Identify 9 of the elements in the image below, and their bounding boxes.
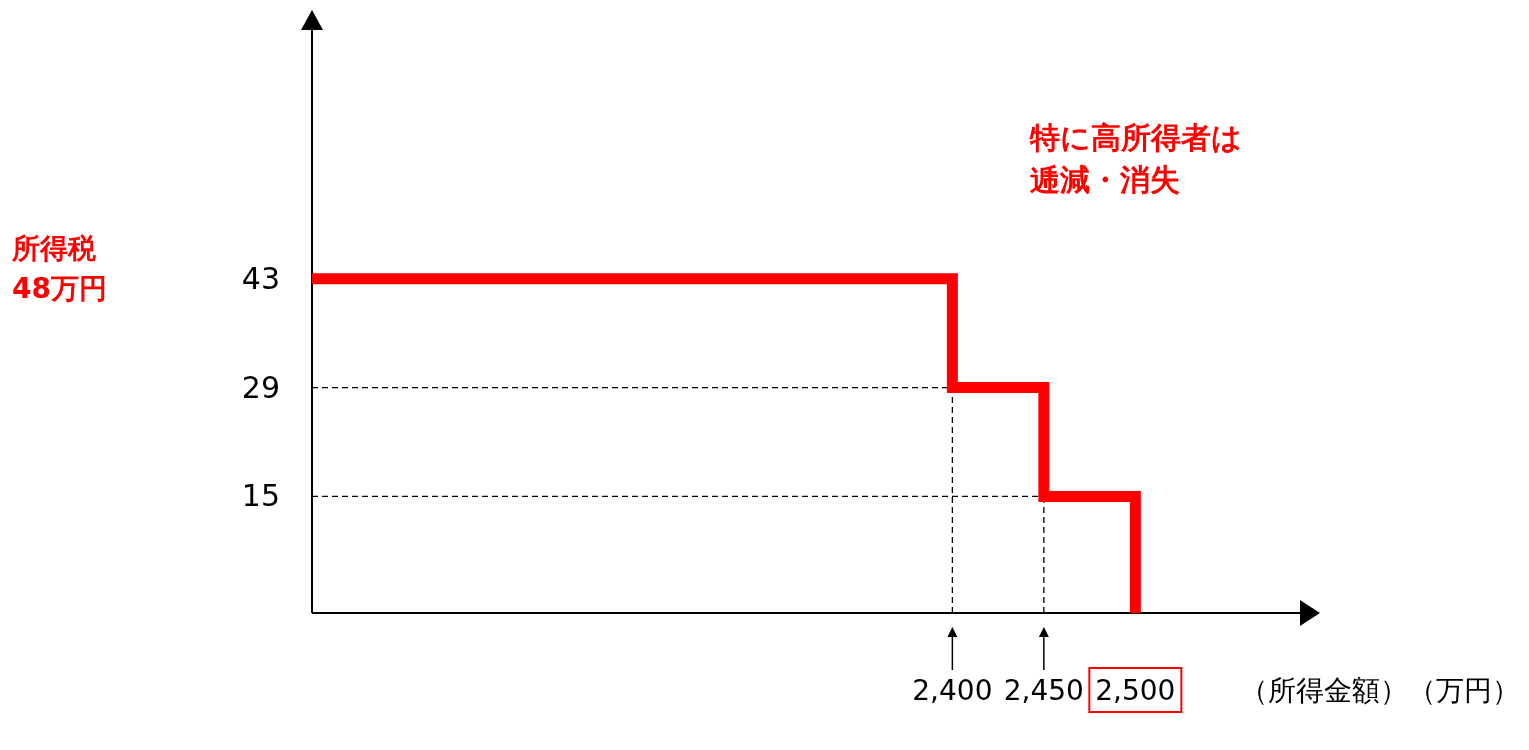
x-tick-label: 2,450 (1003, 674, 1084, 707)
y-tick-label: 43 (241, 260, 280, 296)
x-tick-label: 2,400 (912, 674, 993, 707)
x-axis-title: （所得金額）（万円） (1240, 674, 1520, 707)
y-tick-label: 15 (241, 478, 280, 514)
x-tick-label: 2,500 (1095, 674, 1176, 707)
annotation: 特に高所得者は逓減・消失 (1029, 120, 1242, 197)
y-axis-title: 所得税48万円 (11, 232, 107, 305)
y-tick-label: 29 (241, 369, 280, 405)
